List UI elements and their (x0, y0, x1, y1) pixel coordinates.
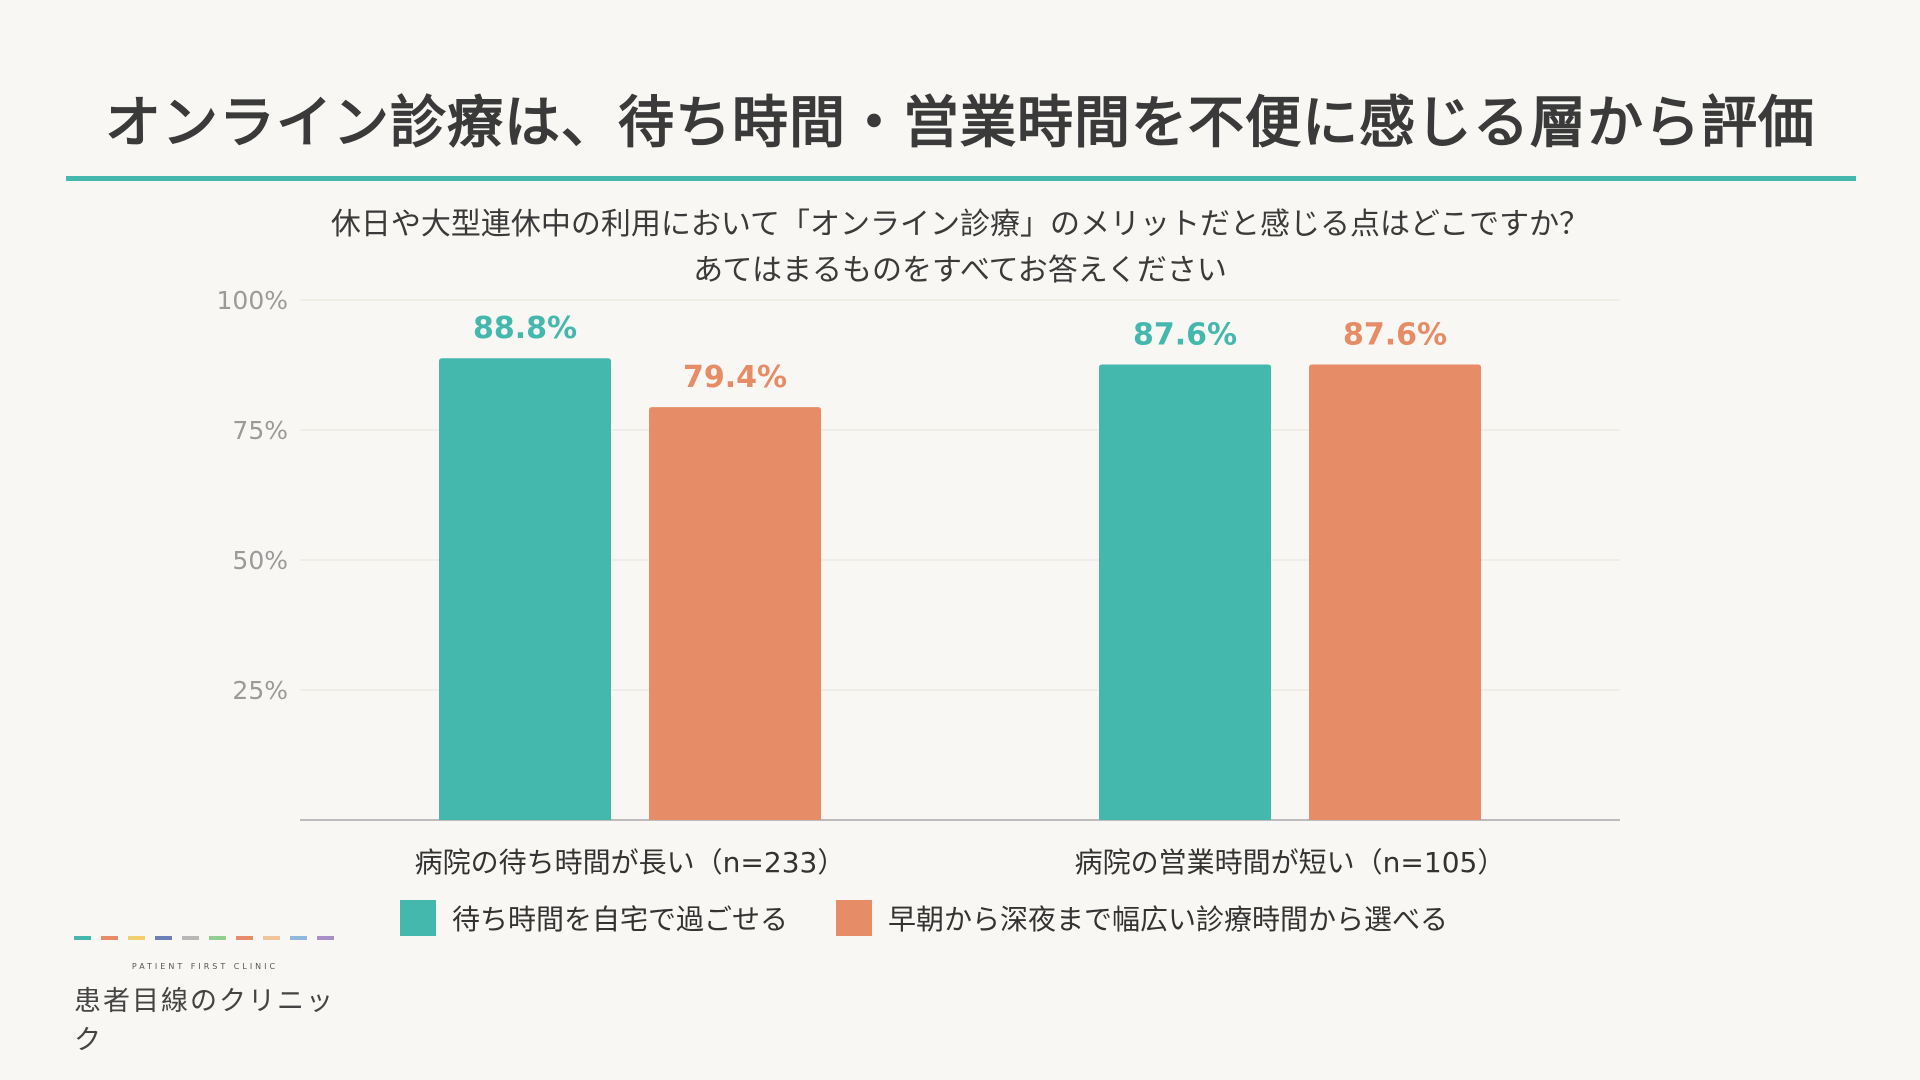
logo-dash-9 (317, 936, 334, 940)
logo-dash-8 (290, 936, 307, 940)
logo-dash-0 (74, 936, 91, 940)
value-label-1-0: 87.6% (1133, 317, 1237, 352)
legend-item-0: 待ち時間を自宅で過ごせる (400, 898, 788, 938)
legend-label-1: 早朝から深夜まで幅広い診療時間から選べる (888, 903, 1449, 936)
bar-1-1 (1309, 364, 1481, 820)
y-tick-label-3: 100% (217, 286, 288, 315)
bar-0-1 (649, 407, 821, 820)
legend-swatch-0 (400, 900, 436, 936)
page-title: オンライン診療は、待ち時間・営業時間を不便に感じる層から評価 (105, 91, 1815, 156)
logo-dash-6 (236, 936, 253, 940)
y-tick-label-1: 50% (232, 546, 288, 575)
value-label-0-0: 88.8% (473, 311, 577, 346)
survey-question: 休日や大型連休中の利用において「オンライン診療」のメリットだと感じる点はどこです… (0, 202, 1920, 294)
bar-0-0 (439, 358, 611, 820)
logo-dash-4 (182, 936, 199, 940)
question-line-2: あてはまるものをすべてお答えください (693, 253, 1227, 288)
title-underline (66, 176, 1856, 181)
value-label-1-1: 87.6% (1343, 317, 1447, 352)
logo-subtitle: PATIENT FIRST CLINIC (131, 962, 279, 971)
legend-label-0: 待ち時間を自宅で過ごせる (452, 903, 789, 936)
logo-dash-1 (101, 936, 118, 940)
y-tick-label-2: 75% (232, 416, 288, 445)
legend-swatch-1 (836, 900, 873, 936)
category-label-0: 病院の待ち時間が長い（n=233） (415, 846, 846, 879)
legend-item-1: 早朝から深夜まで幅広い診療時間から選べる (836, 898, 1448, 938)
logo-dash-7 (263, 936, 280, 940)
logo-name: 患者目線のクリニック (74, 986, 335, 1056)
logo-dash-3 (155, 936, 172, 940)
bar-1-0 (1099, 364, 1271, 820)
logo-dashes (74, 936, 354, 940)
logo-dash-5 (209, 936, 226, 940)
legend: 待ち時間を自宅で過ごせる 早朝から深夜まで幅広い診療時間から選べる (400, 898, 1448, 938)
clinic-logo: PATIENT FIRST CLINIC 患者目線のクリニック (74, 936, 354, 1057)
question-line-1: 休日や大型連休中の利用において「オンライン診療」のメリットだと感じる点はどこです… (330, 207, 1590, 242)
value-label-0-1: 79.4% (683, 360, 787, 395)
logo-dash-2 (128, 936, 145, 940)
y-tick-label-0: 25% (232, 676, 288, 705)
category-label-1: 病院の営業時間が短い（n=105） (1075, 846, 1506, 879)
